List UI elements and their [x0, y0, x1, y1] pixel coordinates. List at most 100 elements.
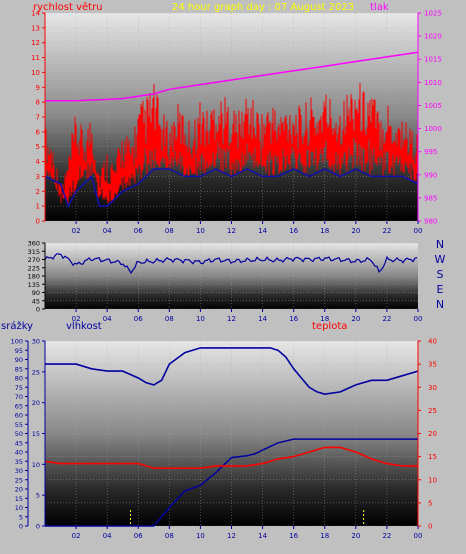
pressure-tick-label: 1000	[424, 125, 442, 133]
rain-label: srážky	[1, 320, 33, 332]
compass-letter: N	[436, 238, 444, 251]
rain-tick-label: 50	[15, 430, 23, 438]
x-tick-label: 10	[196, 315, 205, 323]
pressure-tick-label: 1015	[424, 56, 442, 64]
x-tick-label: 22	[382, 227, 391, 235]
rain-tick-label: 35	[15, 458, 23, 466]
x-tick-label: 08	[165, 532, 174, 540]
humidity-tick-label: 15	[32, 430, 40, 438]
wind-tick-label: 3	[36, 173, 40, 181]
direction-time-axis: 02 04 06 08 10 12 14 16 18 20 22 00	[72, 309, 423, 323]
temperature-tick-label: 0	[428, 523, 432, 531]
rain-tick-label: 85	[15, 365, 23, 373]
rain-tick-label: 70	[15, 393, 23, 401]
rain-tick-label: 80	[15, 375, 23, 383]
x-tick-label: 16	[289, 532, 298, 540]
x-tick-label: 12	[227, 315, 236, 323]
x-tick-label: 10	[196, 227, 205, 235]
temperature-axis: 0 5 10 15 20 25 30 35 40	[418, 338, 437, 531]
rain-tick-label: 55	[15, 421, 23, 429]
wind-tick-label: 2	[36, 188, 40, 196]
humidity-tick-label: 20	[32, 399, 40, 407]
wind-low-line	[44, 168, 419, 208]
wind-tick-label: 1	[36, 203, 40, 211]
rain-tick-label: 100	[11, 338, 23, 346]
direction-tick-label: 225	[28, 264, 40, 272]
temperature-label: teplota	[312, 321, 347, 332]
compass-letter: N	[436, 298, 444, 311]
x-tick-label: 22	[382, 315, 391, 323]
direction-tick-label: 270	[28, 256, 40, 264]
direction-tick-label: 180	[28, 273, 40, 281]
rain-tick-label: 20	[15, 486, 23, 494]
temperature-tick-label: 30	[428, 384, 437, 392]
wind-tick-label: 9	[36, 84, 40, 92]
humidity-time-axis: 02 04 06 08 10 12 14 16 18 20 22 00	[72, 526, 423, 540]
humidity-tick-label: 5	[36, 492, 40, 500]
wind-direction-line	[44, 253, 418, 275]
temperature-tick-label: 25	[428, 407, 437, 415]
x-tick-label: 08	[165, 315, 174, 323]
humidity-tick-label: 30	[32, 338, 40, 346]
wind-tick-label: 10	[31, 69, 40, 77]
rain-tick-label: 45	[15, 439, 23, 447]
direction-tick-label: 360	[28, 240, 40, 248]
rain-tick-label: 5	[19, 513, 23, 521]
pressure-tick-label: 990	[424, 171, 437, 179]
rain-tick-label: 0	[19, 523, 23, 531]
rain-tick-label: 15	[15, 495, 23, 503]
x-tick-label: 06	[134, 532, 143, 540]
humidity-tick-label: 0	[36, 523, 40, 531]
rain-tick-label: 65	[15, 402, 23, 410]
pressure-tick-label: 1005	[424, 102, 442, 110]
humidity-temperature-rain-panel: 0510152025303540455055606570758085909510…	[11, 338, 437, 541]
temperature-line	[44, 446, 418, 470]
x-tick-label: 20	[351, 532, 360, 540]
wind-time-axis: 02 04 06 08 10 12 14 16 18 20 22 00	[72, 221, 423, 235]
humidity-tick-label: 25	[32, 368, 40, 376]
x-tick-label: 20	[351, 227, 360, 235]
x-tick-label: 04	[103, 227, 112, 235]
direction-tick-label: 0	[36, 306, 40, 314]
x-tick-label: 16	[289, 227, 298, 235]
wind-tick-label: 5	[36, 143, 40, 151]
wind-tick-label: 14	[31, 10, 40, 18]
x-tick-label: 16	[289, 315, 298, 323]
x-tick-label: 00	[414, 315, 423, 323]
x-tick-label: 04	[103, 315, 112, 323]
rain-tick-label: 60	[15, 412, 23, 420]
pressure-tick-label: 1025	[424, 10, 442, 18]
rain-tick-label: 30	[15, 467, 23, 475]
x-tick-label: 02	[72, 532, 81, 540]
x-tick-label: 06	[134, 227, 143, 235]
x-tick-label: 14	[258, 315, 267, 323]
x-tick-label: 00	[414, 227, 423, 235]
wind-tick-label: 11	[31, 54, 40, 62]
temperature-tick-label: 5	[428, 499, 432, 507]
x-tick-label: 10	[196, 532, 205, 540]
wind-tick-label: 8	[36, 99, 40, 107]
humidity-line	[45, 347, 419, 396]
graph-title: 24 hour graph day : 07 August 2023	[172, 2, 354, 13]
x-tick-label: 14	[258, 227, 267, 235]
x-tick-label: 08	[165, 227, 174, 235]
x-tick-label: 12	[227, 532, 236, 540]
humidity-axis: 0 5 10 15 20 25 30	[32, 338, 45, 531]
compass-letter: E	[437, 283, 444, 296]
direction-tick-label: 90	[32, 289, 40, 297]
wind-tick-label: 4	[36, 158, 41, 166]
pressure-tick-label: 985	[424, 194, 437, 202]
humidity-label: vlhkost	[66, 321, 102, 332]
x-tick-label: 22	[382, 532, 391, 540]
x-tick-label: 02	[72, 315, 81, 323]
pressure-tick-label: 995	[424, 148, 437, 156]
rain-tick-label: 90	[15, 356, 23, 364]
pressure-axis: 980 985 990 995 1000 1005 1010 1015 1020 1025	[418, 10, 442, 226]
temperature-tick-label: 40	[428, 338, 437, 346]
x-tick-label: 00	[414, 532, 423, 540]
compass-letter: S	[437, 268, 444, 281]
